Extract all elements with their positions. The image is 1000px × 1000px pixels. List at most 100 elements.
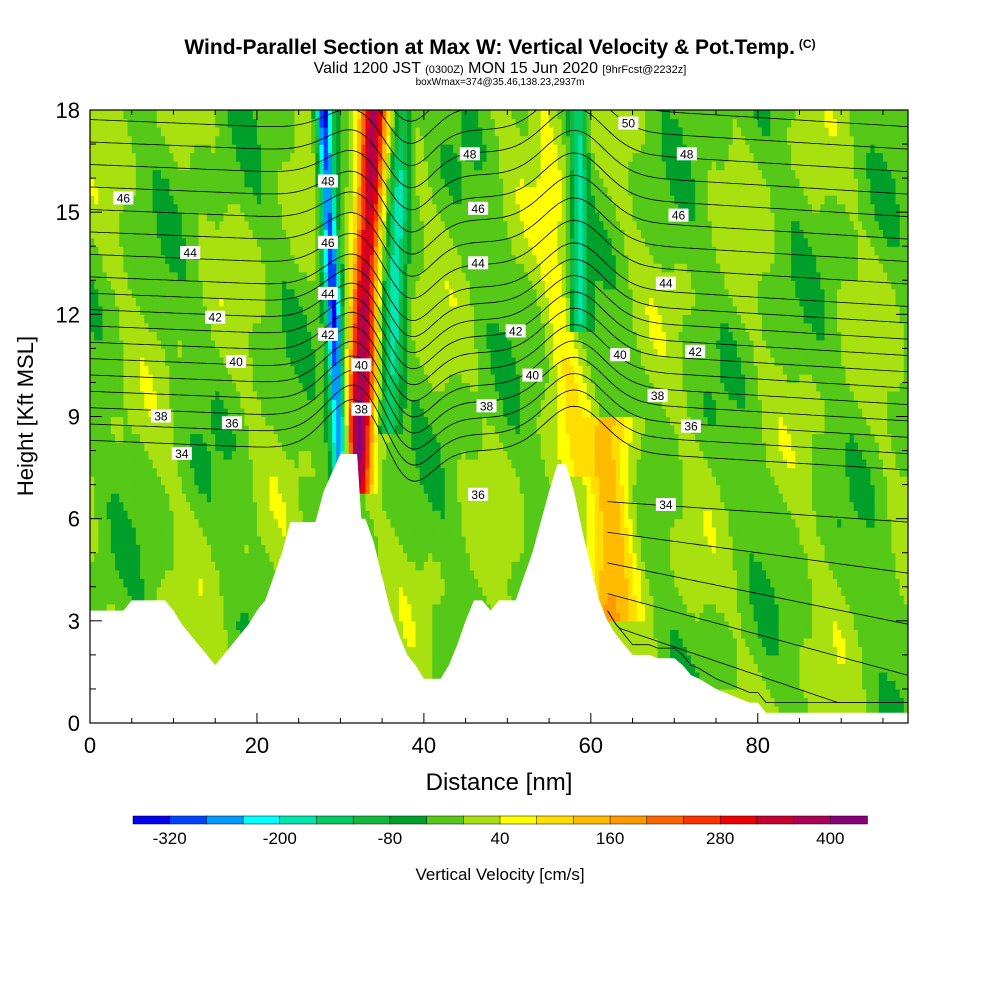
velocity-cell bbox=[344, 246, 350, 256]
velocity-cell bbox=[102, 178, 108, 188]
velocity-cell bbox=[106, 348, 112, 358]
velocity-cell bbox=[327, 305, 333, 315]
velocity-cell bbox=[160, 305, 166, 315]
velocity-cell bbox=[290, 467, 296, 477]
velocity-cell bbox=[348, 425, 354, 435]
velocity-cell bbox=[119, 544, 124, 554]
velocity-cell bbox=[177, 552, 183, 562]
velocity-cell bbox=[248, 476, 254, 486]
velocity-cell bbox=[119, 510, 124, 520]
velocity-cell bbox=[90, 220, 95, 230]
velocity-cell bbox=[173, 535, 179, 545]
velocity-cell bbox=[206, 237, 212, 247]
velocity-cell bbox=[357, 229, 362, 239]
velocity-cell bbox=[127, 510, 133, 520]
velocity-cell bbox=[323, 246, 329, 256]
velocity-cell bbox=[215, 484, 220, 494]
velocity-cell bbox=[190, 578, 195, 588]
velocity-cell bbox=[344, 288, 350, 298]
velocity-cell bbox=[115, 365, 120, 375]
velocity-cell bbox=[194, 501, 200, 511]
velocity-cell bbox=[361, 433, 367, 443]
velocity-cell bbox=[256, 195, 262, 205]
velocity-cell bbox=[181, 152, 187, 162]
velocity-cell bbox=[290, 169, 296, 179]
velocity-cell bbox=[144, 220, 150, 230]
velocity-cell bbox=[290, 195, 296, 205]
velocity-cell bbox=[327, 152, 333, 162]
velocity-cell bbox=[211, 442, 216, 452]
velocity-cell bbox=[156, 220, 162, 230]
velocity-cell bbox=[202, 467, 208, 477]
velocity-cell bbox=[357, 314, 362, 324]
velocity-cell bbox=[348, 186, 354, 196]
velocity-cell bbox=[298, 459, 304, 469]
velocity-cell bbox=[294, 263, 300, 273]
velocity-cell bbox=[336, 322, 341, 332]
velocity-cell bbox=[340, 212, 346, 222]
velocity-cell bbox=[198, 169, 204, 179]
velocity-cell bbox=[110, 322, 116, 332]
velocity-cell bbox=[256, 348, 262, 358]
velocity-cell bbox=[236, 246, 241, 256]
velocity-cell bbox=[94, 527, 99, 537]
velocity-cell bbox=[332, 459, 337, 469]
velocity-cell bbox=[273, 365, 279, 375]
velocity-cell bbox=[332, 339, 337, 349]
velocity-cell bbox=[106, 127, 112, 137]
velocity-cell bbox=[115, 476, 120, 486]
velocity-cell bbox=[273, 297, 279, 307]
velocity-cell bbox=[281, 203, 287, 213]
velocity-cell bbox=[135, 467, 141, 477]
velocity-cell bbox=[240, 254, 246, 264]
velocity-cell bbox=[169, 246, 175, 256]
velocity-cell bbox=[127, 425, 133, 435]
velocity-cell bbox=[215, 237, 220, 247]
velocity-cell bbox=[140, 271, 145, 281]
velocity-cell bbox=[231, 110, 237, 120]
velocity-cell bbox=[290, 399, 296, 409]
velocity-cell bbox=[140, 220, 145, 230]
velocity-cell bbox=[106, 450, 112, 460]
velocity-cell bbox=[315, 254, 321, 264]
velocity-cell bbox=[135, 373, 141, 384]
velocity-cell bbox=[131, 212, 137, 222]
velocity-cell bbox=[357, 467, 362, 477]
velocity-cell bbox=[319, 322, 325, 332]
velocity-cell bbox=[211, 476, 216, 486]
velocity-cell bbox=[307, 220, 312, 230]
velocity-cell bbox=[227, 178, 233, 188]
velocity-cell bbox=[244, 459, 250, 469]
velocity-cell bbox=[361, 229, 367, 239]
velocity-cell bbox=[327, 459, 333, 469]
velocity-cell bbox=[127, 416, 133, 426]
velocity-cell bbox=[115, 127, 120, 137]
velocity-cell bbox=[181, 620, 187, 630]
velocity-cell bbox=[202, 186, 208, 196]
velocity-cell bbox=[244, 246, 250, 256]
velocity-cell bbox=[148, 161, 154, 171]
velocity-cell bbox=[277, 305, 283, 315]
velocity-cell bbox=[119, 144, 124, 154]
velocity-cell bbox=[332, 246, 337, 256]
velocity-cell bbox=[302, 459, 308, 469]
velocity-cell bbox=[140, 314, 145, 324]
velocity-cell bbox=[102, 220, 108, 230]
velocity-cell bbox=[131, 331, 137, 341]
velocity-cell bbox=[169, 501, 175, 511]
velocity-cell bbox=[327, 271, 333, 281]
velocity-cell bbox=[165, 586, 170, 596]
velocity-cell bbox=[94, 433, 99, 443]
velocity-cell bbox=[98, 237, 104, 247]
velocity-cell bbox=[144, 331, 150, 341]
velocity-cell bbox=[298, 314, 304, 324]
velocity-cell bbox=[365, 501, 371, 511]
velocity-cell bbox=[206, 544, 212, 554]
velocity-cell bbox=[185, 356, 191, 367]
velocity-cell bbox=[140, 280, 145, 290]
velocity-cell bbox=[298, 254, 304, 264]
velocity-cell bbox=[323, 433, 329, 443]
velocity-cell bbox=[123, 288, 129, 298]
velocity-cell bbox=[231, 501, 237, 511]
velocity-cell bbox=[219, 127, 225, 137]
